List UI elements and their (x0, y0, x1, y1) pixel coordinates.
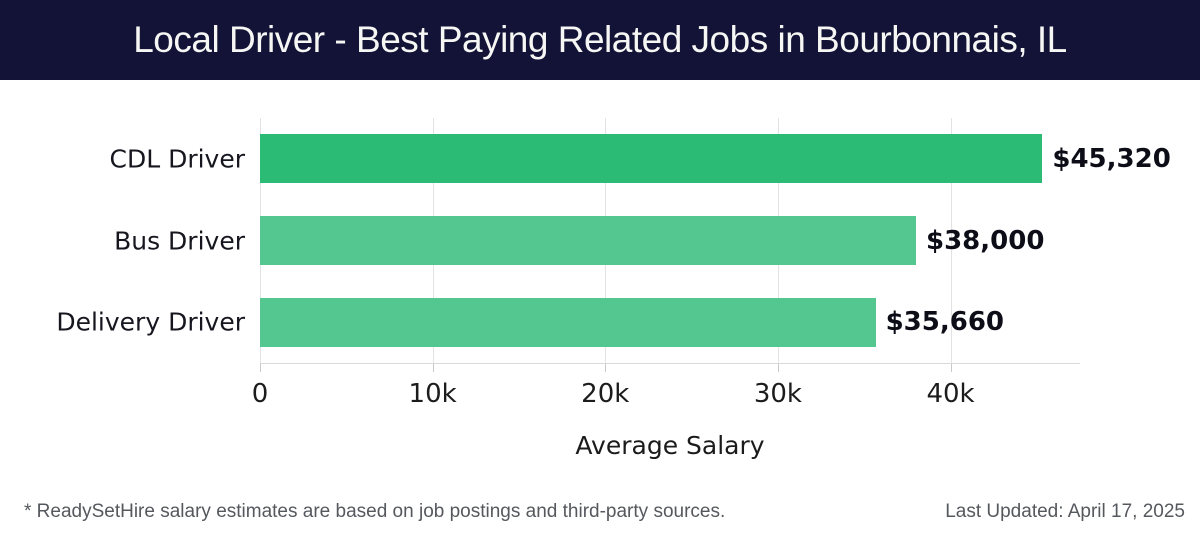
category-label-cdl-driver: CDL Driver (109, 144, 245, 174)
bar-bus-driver (260, 216, 916, 265)
tick-mark (432, 364, 434, 372)
x-axis: Average Salary 0 10k 20k 30k 40k (252, 363, 1080, 483)
tick-mark (950, 364, 952, 372)
chart-title: Local Driver - Best Paying Related Jobs … (133, 19, 1067, 60)
gridline (950, 118, 952, 363)
last-updated-text: Last Updated: April 17, 2025 (945, 501, 1185, 522)
disclaimer-text: * ReadySetHire salary estimates are base… (24, 501, 726, 522)
bar-cdl-driver (260, 134, 1043, 184)
category-labels-column: CDL Driver Bus Driver Delivery Driver (0, 118, 245, 363)
tick-mark (777, 364, 779, 372)
x-tick-label: 30k (753, 379, 802, 409)
tick-mark (260, 364, 261, 372)
header-banner: Local Driver - Best Paying Related Jobs … (0, 0, 1200, 80)
value-label-bus-driver: $38,000 (926, 225, 1045, 256)
value-label-delivery-driver: $35,660 (885, 307, 1005, 338)
x-tick-label: 0 (251, 379, 269, 409)
plot-area: $45,320 $38,000 $35,660 (260, 118, 1171, 372)
bar-delivery-driver (260, 297, 876, 347)
x-tick-label: 20k (581, 379, 630, 409)
x-tick-label: 40k (926, 379, 975, 409)
tick-mark (605, 364, 607, 372)
x-axis-title: Average Salary (575, 431, 765, 460)
x-tick-label: 10k (408, 379, 457, 409)
category-label-delivery-driver: Delivery Driver (56, 307, 245, 337)
value-label-cdl-driver: $45,320 (1052, 143, 1171, 174)
category-label-bus-driver: Bus Driver (114, 225, 245, 255)
